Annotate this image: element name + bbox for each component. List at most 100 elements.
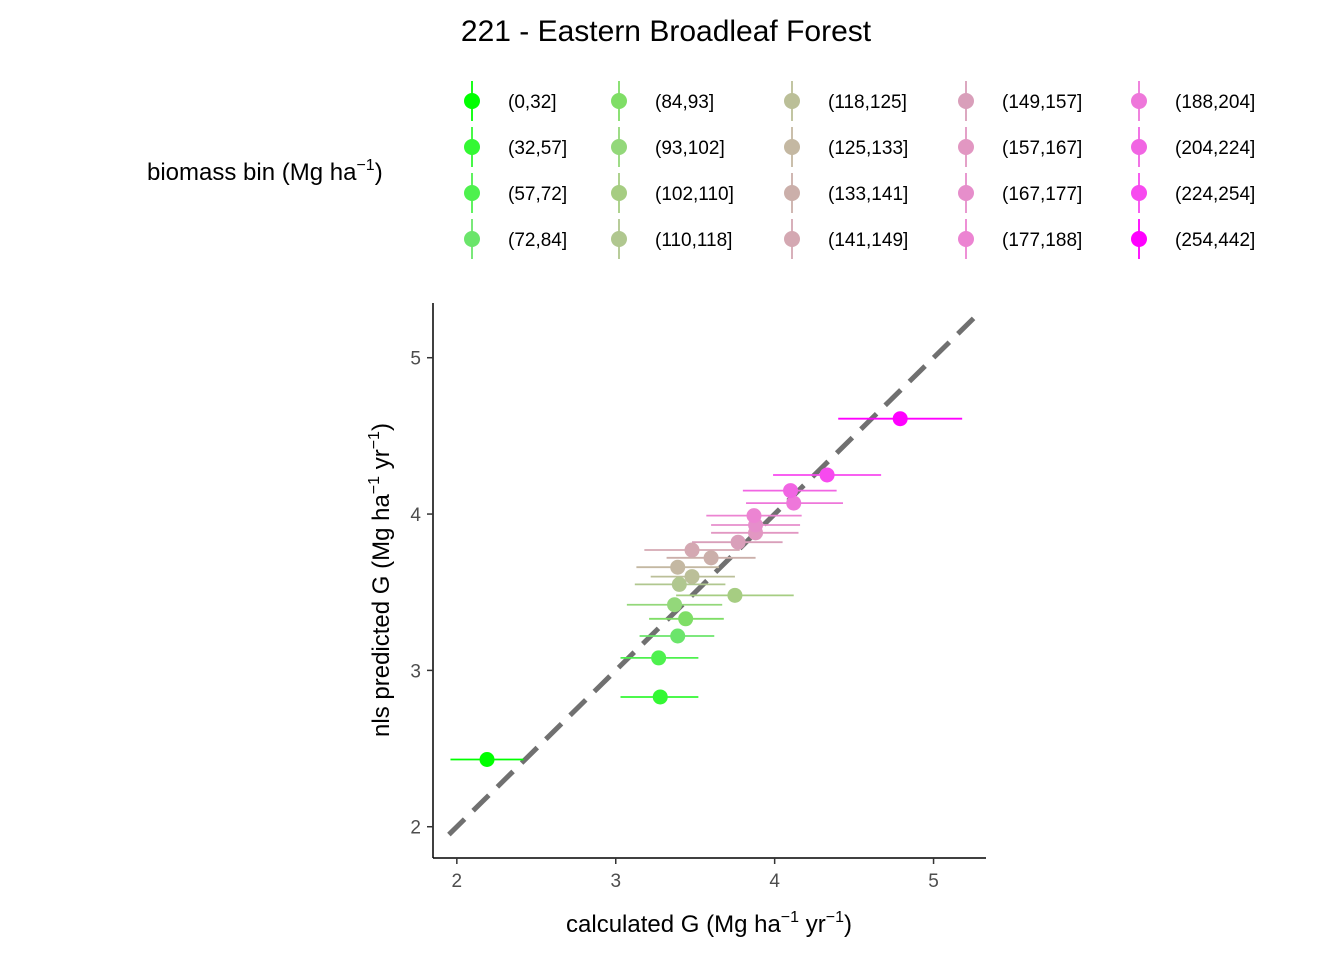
data-point xyxy=(479,752,495,768)
legend-label: (110,118] xyxy=(655,230,732,251)
legend-item: (84,93] xyxy=(611,81,714,121)
data-point xyxy=(671,576,687,592)
legend-item: (0,32] xyxy=(464,81,557,121)
legend-key-point xyxy=(958,139,974,155)
legend-label: (177,188] xyxy=(1002,230,1082,251)
legend: biomass bin (Mg ha−1) (0,32] (32,57] (57,7… xyxy=(147,81,1255,259)
y-tick-label: 3 xyxy=(410,661,421,682)
legend-item: (118,125] xyxy=(784,81,907,121)
legend-key-point xyxy=(611,93,627,109)
legend-item: (110,118] xyxy=(611,219,732,259)
x-ticks: 2 3 4 5 xyxy=(452,858,939,892)
legend-item: (133,141] xyxy=(784,173,908,213)
legend-item: (125,133] xyxy=(784,127,908,167)
legend-key-point xyxy=(784,93,800,109)
legend-key-point xyxy=(464,231,480,247)
legend-item: (93,102] xyxy=(611,127,725,167)
legend-label: (188,204] xyxy=(1175,92,1255,113)
legend-label: (93,102] xyxy=(655,138,725,159)
data-point xyxy=(667,597,683,613)
legend-title: biomass bin (Mg ha−1) xyxy=(147,157,383,186)
data-point xyxy=(678,611,694,627)
data-point xyxy=(727,587,743,603)
legend-item: (32,57] xyxy=(464,127,567,167)
point-layer xyxy=(479,411,908,768)
legend-key-point xyxy=(1131,139,1147,155)
legend-key-point xyxy=(611,139,627,155)
legend-key-point xyxy=(611,231,627,247)
legend-label: (72,84] xyxy=(508,230,567,251)
legend-key-point xyxy=(784,231,800,247)
reference-line-layer xyxy=(447,313,979,837)
legend-item: (157,167] xyxy=(958,127,1082,167)
legend-key-point xyxy=(464,93,480,109)
legend-item: (204,224] xyxy=(1131,127,1255,167)
data-point xyxy=(684,542,700,558)
legend-key-point xyxy=(958,231,974,247)
data-point xyxy=(703,550,719,566)
data-point xyxy=(819,467,835,483)
error-bar-layer xyxy=(450,417,963,761)
legend-label: (224,254] xyxy=(1175,184,1255,205)
legend-item: (72,84] xyxy=(464,219,567,259)
legend-label: (157,167] xyxy=(1002,138,1082,159)
legend-key-point xyxy=(958,93,974,109)
x-tick-label: 3 xyxy=(610,871,621,892)
legend-label: (141,149] xyxy=(828,230,908,251)
data-point xyxy=(786,495,802,511)
data-point xyxy=(652,689,668,705)
legend-key-point xyxy=(464,185,480,201)
legend-key-point xyxy=(784,185,800,201)
data-point xyxy=(892,411,908,427)
legend-key-point xyxy=(464,139,480,155)
legend-label: (0,32] xyxy=(508,92,557,113)
plot-area: 2 3 4 5 2 3 4 5 xyxy=(410,303,986,892)
legend-label: (102,110] xyxy=(655,184,734,205)
x-axis-label: calculated G (Mg ha−1 yr−1) xyxy=(566,909,852,938)
x-tick-label: 5 xyxy=(928,871,939,892)
legend-key-point xyxy=(958,185,974,201)
data-point xyxy=(783,483,799,499)
chart-title: 221 - Eastern Broadleaf Forest xyxy=(461,15,872,48)
legend-item: (224,254] xyxy=(1131,173,1255,213)
data-point xyxy=(670,628,686,644)
legend-items: (0,32] (32,57] (57,72] (72,84] (84,93] (93,10… xyxy=(464,81,1255,259)
legend-key-point xyxy=(784,139,800,155)
legend-label: (167,177] xyxy=(1002,184,1082,205)
legend-label: (32,57] xyxy=(508,138,567,159)
data-point xyxy=(730,534,746,550)
legend-item: (254,442] xyxy=(1131,219,1255,259)
legend-label: (133,141] xyxy=(828,184,908,205)
legend-label: (149,157] xyxy=(1002,92,1082,113)
legend-label: (125,133] xyxy=(828,138,908,159)
x-tick-label: 4 xyxy=(769,871,780,892)
legend-item: (167,177] xyxy=(958,173,1082,213)
legend-item: (102,110] xyxy=(611,173,734,213)
legend-label: (204,224] xyxy=(1175,138,1255,159)
y-tick-label: 2 xyxy=(410,818,421,839)
legend-label: (57,72] xyxy=(508,184,567,205)
legend-label: (254,442] xyxy=(1175,230,1255,251)
y-ticks: 2 3 4 5 xyxy=(410,349,433,839)
legend-item: (149,157] xyxy=(958,81,1082,121)
legend-key-point xyxy=(1131,185,1147,201)
data-point xyxy=(670,559,686,575)
data-point xyxy=(651,650,667,666)
legend-item: (57,72] xyxy=(464,173,567,213)
legend-key-point xyxy=(1131,93,1147,109)
legend-label: (118,125] xyxy=(828,92,907,113)
y-axis-label: nls predicted G (Mg ha−1 yr−1) xyxy=(366,423,395,737)
y-tick-label: 5 xyxy=(410,349,421,370)
legend-key-point xyxy=(611,185,627,201)
legend-key-point xyxy=(1131,231,1147,247)
x-tick-label: 2 xyxy=(452,871,463,892)
y-tick-label: 4 xyxy=(410,505,421,526)
reference-line xyxy=(447,313,979,837)
legend-item: (188,204] xyxy=(1131,81,1255,121)
data-point xyxy=(746,508,762,524)
legend-item: (177,188] xyxy=(958,219,1082,259)
data-point xyxy=(684,569,700,585)
legend-label: (84,93] xyxy=(655,92,714,113)
legend-item: (141,149] xyxy=(784,219,908,259)
